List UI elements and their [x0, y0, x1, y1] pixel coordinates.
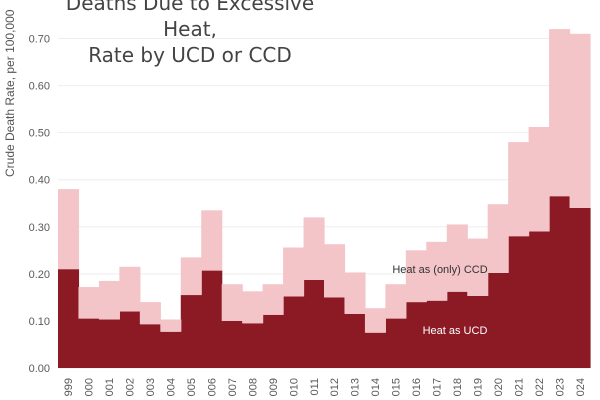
x-tick-label: 018: [452, 378, 464, 396]
y-tick-label: 0.30: [29, 222, 50, 234]
bar-heat-as-ucd: [528, 231, 550, 368]
y-tick-label: 0.50: [29, 128, 50, 140]
x-tick-label: 022: [534, 378, 546, 396]
bar-heat-as-ucd: [446, 291, 468, 368]
chart-title: Deaths Due to Excessive Heat, Rate by UC…: [40, 0, 340, 68]
x-tick-label: 008: [247, 378, 259, 396]
x-tick-label: 021: [513, 378, 525, 396]
bar-heat-as-ucd: [549, 196, 571, 368]
bar-heat-as-ucd: [467, 295, 489, 368]
bar-heat-as-ucd: [139, 324, 161, 368]
x-tick-label: 000: [84, 378, 96, 396]
x-tick-label: 006: [206, 378, 218, 396]
bar-heat-as-only-ccd: [405, 250, 427, 303]
y-tick-label: 0.40: [29, 175, 50, 187]
bar-heat-as-ucd: [242, 323, 264, 368]
y-tick-label: 0.00: [29, 363, 50, 375]
bar-heat-as-only-ccd: [98, 280, 120, 320]
bar-heat-as-ucd: [569, 207, 591, 368]
x-tick-label: 002: [125, 378, 137, 396]
bar-heat-as-ucd: [283, 296, 305, 368]
x-tick-label: 012: [329, 378, 341, 396]
y-tick-label: 0.10: [29, 316, 50, 328]
bar-heat-as-ucd: [180, 295, 202, 368]
y-tick-label: 0.60: [29, 81, 50, 93]
bar-heat-as-ucd: [405, 302, 427, 368]
bar-heat-as-only-ccd: [549, 29, 571, 197]
y-tick-label: 0.70: [29, 34, 50, 46]
bar-heat-as-only-ccd: [446, 224, 468, 292]
bar-heat-as-only-ccd: [324, 244, 346, 298]
bar-heat-as-only-ccd: [344, 272, 366, 314]
bar-heat-as-ucd: [119, 311, 141, 368]
x-tick-label: 011: [309, 378, 321, 396]
bar-heat-as-only-ccd: [508, 142, 530, 237]
bar-heat-as-ucd: [426, 300, 448, 368]
bar-heat-as-only-ccd: [180, 257, 202, 296]
bar-heat-as-only-ccd: [303, 217, 325, 280]
bar-heat-as-ucd: [344, 313, 366, 368]
x-tick-label: 014: [370, 378, 382, 396]
bar-heat-as-only-ccd: [528, 127, 550, 232]
series-label-ccd: Heat as (only) CCD: [392, 264, 487, 276]
bar-heat-as-only-ccd: [487, 204, 509, 273]
x-tick-label: 010: [288, 378, 300, 396]
bar-heat-as-only-ccd: [160, 319, 182, 332]
bar-heat-as-only-ccd: [467, 238, 489, 296]
x-tick-label: 007: [227, 378, 239, 396]
chart-title-line-2: Rate by UCD or CCD: [88, 43, 292, 67]
bar-heat-as-only-ccd: [119, 266, 141, 312]
bar-heat-as-ucd: [78, 318, 100, 368]
bar-heat-as-only-ccd: [139, 302, 161, 325]
bar-heat-as-ucd: [508, 236, 530, 368]
bar-heat-as-only-ccd: [78, 287, 100, 319]
bar-heat-as-ucd: [221, 320, 243, 368]
x-tick-label: 013: [350, 378, 362, 396]
bar-heat-as-only-ccd: [201, 210, 223, 271]
x-tick-label: 023: [554, 378, 566, 396]
bar-heat-as-ucd: [160, 331, 182, 368]
bar-heat-as-only-ccd: [426, 241, 448, 301]
bar-heat-as-ucd: [98, 319, 120, 368]
x-tick-label: 009: [268, 378, 280, 396]
bar-heat-as-ucd: [487, 272, 509, 368]
x-tick-label: 020: [493, 378, 505, 396]
x-tick-label: 024: [575, 378, 587, 396]
bar-heat-as-only-ccd: [262, 284, 284, 315]
chart-title-line-1: Deaths Due to Excessive Heat,: [65, 0, 315, 41]
x-tick-label: 999: [63, 378, 75, 396]
bar-heat-as-only-ccd: [58, 189, 80, 270]
x-tick-label: 015: [391, 378, 403, 396]
bar-heat-as-only-ccd: [364, 308, 386, 333]
bar-heat-as-only-ccd: [242, 291, 264, 324]
bar-heat-as-ucd: [201, 270, 223, 368]
x-tick-label: 017: [432, 378, 444, 396]
y-tick-label: 0.20: [29, 269, 50, 281]
bar-heat-as-only-ccd: [221, 284, 243, 321]
x-tick-label: 003: [145, 378, 157, 396]
series-label-ucd: Heat as UCD: [423, 325, 488, 337]
bar-heat-as-ucd: [324, 297, 346, 368]
bar-heat-as-ucd: [303, 279, 325, 368]
x-tick-label: 005: [186, 378, 198, 396]
x-tick-label: 001: [104, 378, 116, 396]
bar-heat-as-ucd: [262, 314, 284, 368]
bar-heat-as-ucd: [385, 318, 407, 368]
bar-heat-as-ucd: [58, 269, 80, 368]
x-tick-label: 004: [166, 378, 178, 396]
bar-heat-as-only-ccd: [283, 247, 305, 297]
bar-heat-as-only-ccd: [385, 284, 407, 319]
bar-heat-as-ucd: [364, 332, 386, 368]
bar-heat-as-only-ccd: [569, 33, 591, 208]
x-tick-label: 019: [472, 378, 484, 396]
x-tick-label: 016: [411, 378, 423, 396]
